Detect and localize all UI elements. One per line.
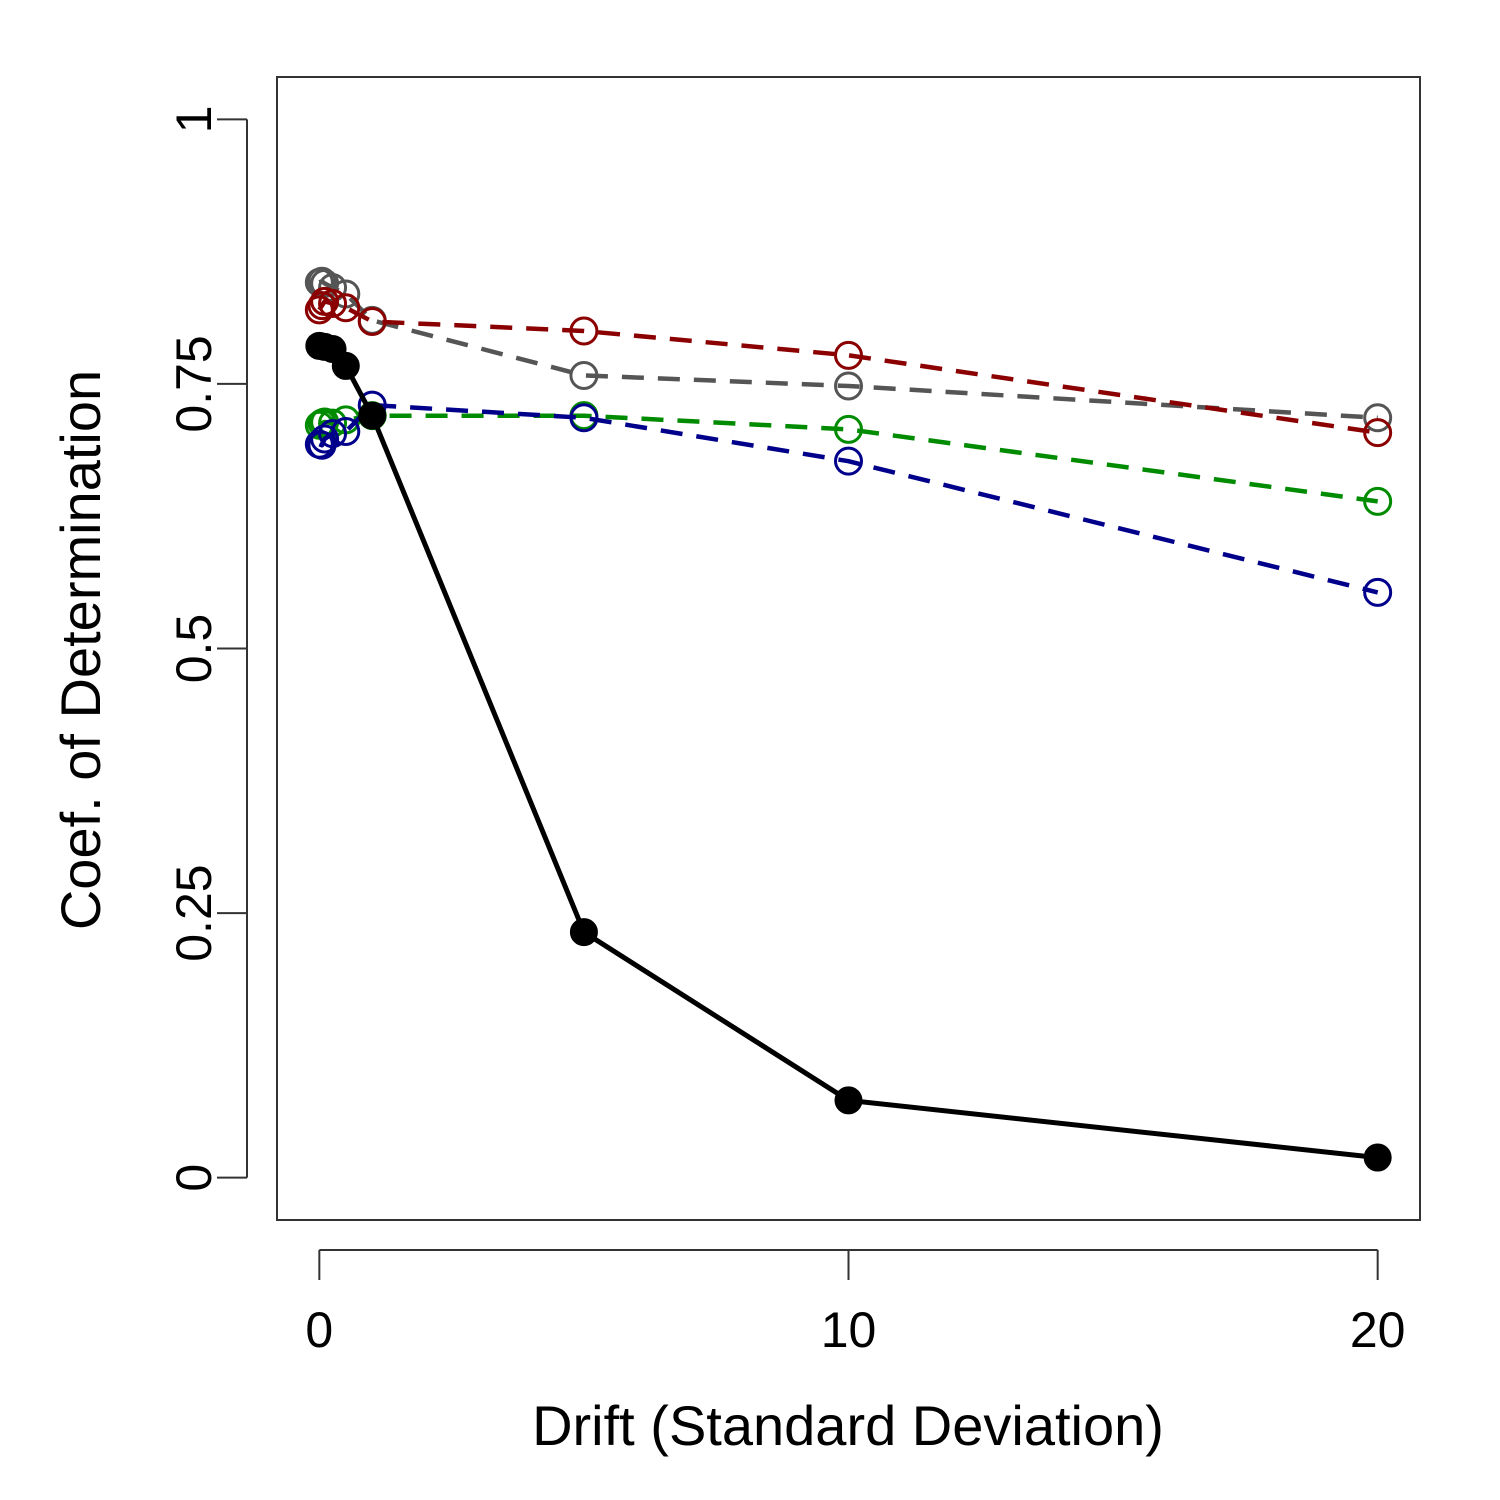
series-1 (304, 266, 1393, 433)
data-point (834, 414, 863, 444)
data-point (307, 291, 337, 321)
x-axis: 0 10 20 (305, 1249, 1406, 1358)
series-line (318, 279, 1378, 421)
data-point (1363, 486, 1393, 516)
data-point (834, 446, 863, 476)
y-tick-label: 1 (166, 105, 222, 133)
data-point (358, 401, 387, 430)
data-point (318, 288, 348, 318)
x-tick-label: 0 (305, 1302, 333, 1358)
series-line (317, 413, 1379, 504)
data-point (1363, 418, 1393, 448)
x-axis-title: Drift (Standard Deviation) (532, 1394, 1164, 1457)
data-point (569, 316, 599, 346)
data-point (834, 1086, 863, 1115)
y-tick-label: 0.5 (166, 614, 222, 684)
y-tick-label: 0 (166, 1164, 222, 1192)
data-point (331, 351, 360, 380)
y-tick-label: 0.75 (166, 335, 222, 432)
data-point (569, 918, 598, 947)
y-axis-title: Coef. of Determination (49, 370, 112, 930)
series-5 (305, 331, 1392, 1172)
data-point (357, 306, 387, 336)
data-point (331, 417, 361, 447)
data-point (1363, 577, 1393, 607)
plot-frame (276, 76, 1421, 1221)
series-line (318, 402, 1379, 595)
y-tick-label: 0.25 (166, 864, 222, 961)
series-2 (304, 286, 1393, 448)
series-3 (304, 401, 1393, 516)
data-point (834, 340, 863, 370)
data-point (569, 360, 599, 390)
x-tick-label: 10 (821, 1302, 877, 1358)
data-point (834, 371, 863, 401)
data-point (318, 419, 348, 449)
series-line (317, 299, 1379, 435)
y-axis: 0 0.25 0.5 0.75 1 (166, 105, 248, 1192)
data-point (1363, 403, 1393, 433)
series-4 (304, 390, 1393, 607)
x-tick-label: 20 (1350, 1302, 1406, 1358)
data-point (1363, 1143, 1392, 1172)
data-point (331, 293, 361, 323)
series-line (318, 343, 1378, 1161)
series-layer (304, 266, 1393, 1172)
data-point (569, 403, 599, 433)
data-point (310, 424, 340, 454)
